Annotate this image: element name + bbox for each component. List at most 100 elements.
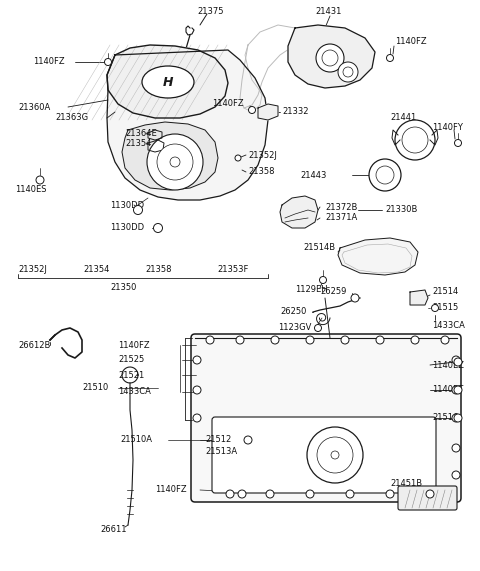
Circle shape xyxy=(331,451,339,459)
Circle shape xyxy=(235,155,241,161)
Text: 1140EZ: 1140EZ xyxy=(432,360,464,369)
Circle shape xyxy=(402,127,428,153)
Circle shape xyxy=(343,67,353,77)
Circle shape xyxy=(432,304,439,312)
Circle shape xyxy=(346,490,354,498)
Circle shape xyxy=(36,176,44,184)
Polygon shape xyxy=(107,45,228,118)
Text: 21525: 21525 xyxy=(118,356,144,364)
Circle shape xyxy=(238,490,246,498)
Circle shape xyxy=(306,490,314,498)
Circle shape xyxy=(386,54,394,62)
Circle shape xyxy=(452,444,460,452)
Circle shape xyxy=(317,437,353,473)
Circle shape xyxy=(193,386,201,394)
Circle shape xyxy=(454,386,462,394)
Text: 21521: 21521 xyxy=(118,371,144,380)
Text: 21510: 21510 xyxy=(82,384,108,392)
Polygon shape xyxy=(288,25,375,88)
Circle shape xyxy=(170,157,180,167)
Text: 21350: 21350 xyxy=(110,283,136,292)
Circle shape xyxy=(455,139,461,147)
Text: 21372B: 21372B xyxy=(325,203,358,211)
Text: 21360A: 21360A xyxy=(18,103,50,111)
Circle shape xyxy=(341,336,349,344)
Text: 21371A: 21371A xyxy=(325,214,357,223)
Text: 21512: 21512 xyxy=(205,436,231,444)
Circle shape xyxy=(386,490,394,498)
Circle shape xyxy=(395,120,435,160)
Circle shape xyxy=(452,386,460,394)
Circle shape xyxy=(206,336,214,344)
Text: 1433CA: 1433CA xyxy=(118,388,151,396)
Circle shape xyxy=(193,414,201,422)
Circle shape xyxy=(411,336,419,344)
Text: 21363G: 21363G xyxy=(55,114,88,123)
Ellipse shape xyxy=(142,66,194,98)
Text: 1130DD: 1130DD xyxy=(110,200,144,210)
Text: 21515: 21515 xyxy=(432,304,458,312)
Circle shape xyxy=(271,336,279,344)
Circle shape xyxy=(325,445,345,465)
Circle shape xyxy=(351,294,359,302)
Circle shape xyxy=(454,358,462,366)
Text: 21443: 21443 xyxy=(300,171,326,179)
Polygon shape xyxy=(280,196,318,228)
Circle shape xyxy=(376,336,384,344)
Circle shape xyxy=(307,427,363,483)
Text: 21514B: 21514B xyxy=(303,243,335,252)
Circle shape xyxy=(338,62,358,82)
Text: 1123GV: 1123GV xyxy=(278,324,312,332)
Polygon shape xyxy=(410,290,428,305)
Text: H: H xyxy=(163,75,173,89)
Text: 21514: 21514 xyxy=(432,288,458,296)
Text: 21352J: 21352J xyxy=(248,151,277,159)
Circle shape xyxy=(249,107,255,114)
Text: 1140ET: 1140ET xyxy=(432,385,463,395)
Circle shape xyxy=(320,276,326,283)
Text: 1140ES: 1140ES xyxy=(15,184,47,194)
Circle shape xyxy=(165,152,185,172)
Text: 21354: 21354 xyxy=(83,266,109,275)
Circle shape xyxy=(266,490,274,498)
Circle shape xyxy=(133,206,143,215)
Circle shape xyxy=(452,414,460,422)
Circle shape xyxy=(193,356,201,364)
Text: 26250: 26250 xyxy=(280,308,306,316)
FancyBboxPatch shape xyxy=(212,417,436,493)
Text: 21358: 21358 xyxy=(248,167,275,176)
Text: 21358: 21358 xyxy=(145,266,171,275)
Text: 26611: 26611 xyxy=(100,525,127,534)
Text: 21375: 21375 xyxy=(197,7,224,17)
Circle shape xyxy=(147,134,203,190)
Text: 21353F: 21353F xyxy=(217,266,248,275)
Text: 21332: 21332 xyxy=(282,107,309,116)
Circle shape xyxy=(426,490,434,498)
Text: 1129EH: 1129EH xyxy=(295,286,328,295)
Circle shape xyxy=(369,159,401,191)
Text: 21441: 21441 xyxy=(390,114,416,123)
Text: 1140FZ: 1140FZ xyxy=(395,38,427,46)
Polygon shape xyxy=(338,238,418,275)
Circle shape xyxy=(316,44,344,72)
Text: 21352J: 21352J xyxy=(18,266,47,275)
Circle shape xyxy=(105,58,111,66)
Circle shape xyxy=(154,223,163,232)
Circle shape xyxy=(157,144,193,180)
Circle shape xyxy=(452,471,460,479)
Text: 1140FZ: 1140FZ xyxy=(118,340,150,349)
Polygon shape xyxy=(107,50,268,200)
Circle shape xyxy=(244,436,252,444)
Text: 21431: 21431 xyxy=(315,7,341,17)
Text: 21451B: 21451B xyxy=(390,480,422,489)
Text: 21516: 21516 xyxy=(432,413,458,423)
Text: 1140FZ: 1140FZ xyxy=(212,99,244,107)
Text: 1130DD: 1130DD xyxy=(110,223,144,232)
Circle shape xyxy=(452,356,460,364)
Polygon shape xyxy=(258,104,278,120)
Text: 21510A: 21510A xyxy=(120,436,152,444)
Circle shape xyxy=(226,490,234,498)
FancyBboxPatch shape xyxy=(191,334,461,502)
Circle shape xyxy=(322,50,338,66)
Text: 26612B: 26612B xyxy=(18,340,50,349)
